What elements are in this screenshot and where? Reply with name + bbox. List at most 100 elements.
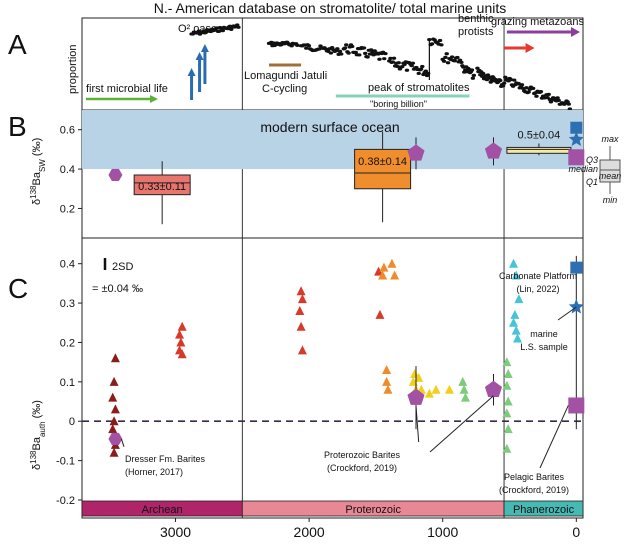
stromatolite-point — [423, 69, 429, 73]
c-ytick-label: 0.1 — [60, 377, 75, 389]
key-q1: Q1 — [586, 177, 598, 187]
stromatolite-point — [498, 78, 503, 83]
stromatolite-point — [361, 46, 367, 50]
stromatolite-point — [567, 107, 573, 111]
leader-marine — [557, 306, 577, 321]
first-life-arrowhead — [150, 95, 158, 103]
triangle-point — [390, 270, 400, 280]
triangle-point — [382, 365, 392, 375]
b-point-pentagon — [484, 142, 503, 159]
panel-label-a: A — [8, 29, 27, 60]
panel-label-c: C — [8, 273, 28, 304]
triangle-point — [110, 353, 120, 363]
stromatolite-point — [501, 81, 507, 85]
triangle-point — [431, 384, 441, 394]
triangle-point — [502, 380, 512, 390]
stromatolite-point — [520, 86, 526, 90]
stromatolite-point — [395, 64, 400, 69]
leader-proterozoic — [415, 405, 420, 443]
triangle-point — [177, 349, 187, 359]
key-median-label: median — [568, 164, 598, 174]
c-point-pentagon — [407, 388, 425, 405]
sd-value: = ±0.04 ‰ — [92, 283, 143, 295]
stromatolite-point — [484, 78, 490, 82]
stromatolite-point — [344, 43, 349, 47]
stromatolite-point — [342, 46, 348, 50]
c-ytick-label: -0.1 — [56, 456, 75, 468]
sd-label: 2SD — [112, 261, 133, 273]
panel-a-ylabel: proportion — [67, 44, 79, 94]
panel-b-ylabel: δ138BaSW (‰) — [29, 138, 47, 205]
stromatolite-point — [357, 53, 362, 57]
stromatolite-point — [441, 59, 447, 63]
eon-label-phanerozoic: Phanerozoic — [513, 504, 575, 516]
triangle-point — [502, 357, 512, 367]
box-label: 0.5±0.04 — [518, 129, 561, 141]
triangle-point — [459, 384, 469, 394]
triangle-point — [503, 368, 513, 378]
stromatolite-point — [471, 73, 477, 78]
c-ytick-label: 0.4 — [60, 259, 75, 271]
stromatolite-point — [368, 48, 374, 52]
stromatolite-point — [444, 52, 449, 56]
triangle-point — [296, 321, 306, 331]
stromatolite-point — [363, 51, 368, 55]
stromatolite-point — [391, 56, 397, 60]
stromatolite-point — [383, 51, 388, 56]
triangle-point — [511, 325, 521, 335]
stromatolite-point — [400, 65, 405, 69]
stromatolite-point — [429, 42, 435, 46]
b-point-square — [568, 149, 585, 166]
stromatolite-point — [508, 78, 514, 82]
c-ytick-label: 0.2 — [60, 337, 75, 349]
stromatolite-point — [449, 55, 455, 59]
c-point-square — [568, 397, 585, 414]
stromatolite-point — [445, 61, 451, 65]
annotation-first-microbial-life: first microbial life — [86, 83, 168, 95]
c-point-square — [570, 261, 583, 274]
triangle-point — [509, 258, 519, 268]
triangle-point — [374, 266, 384, 276]
b-point-hexagon — [108, 168, 123, 182]
triangle-point — [424, 388, 434, 398]
stromatolite-point — [511, 78, 517, 82]
annotation-grazing-metazoans: grazing metazoans — [491, 16, 584, 28]
b-ytick-label: 0.2 — [60, 203, 75, 215]
stromatolite-point — [214, 26, 220, 30]
triangle-point — [176, 337, 186, 347]
stromatolite-point — [437, 38, 443, 43]
eon-label-proterozoic: Proterozoic — [345, 504, 401, 516]
stromatolite-point — [404, 68, 410, 72]
stromatolite-point — [534, 94, 539, 98]
panel-a-title: N.- American database on stromatolite/ t… — [154, 0, 507, 16]
triangle-point — [514, 294, 524, 304]
eon-band — [503, 500, 584, 517]
triangle-point — [379, 262, 389, 272]
triangle-point — [387, 258, 397, 268]
annotation-lomagundi: Lomagundi Jatuli C-cycling — [244, 70, 327, 95]
triangle-point — [108, 392, 118, 402]
stromatolite-point — [418, 67, 424, 71]
oxygen-oasis-arrowhead — [200, 44, 209, 52]
triangle-point — [378, 270, 388, 280]
key-mean: mean — [599, 171, 622, 181]
modern-ocean-band — [82, 110, 583, 170]
stromatolite-point — [335, 47, 340, 51]
box-label: 0.33±0.11 — [138, 181, 186, 193]
label-proterozoic-barites: Proterozoic Barites (Crockford, 2019) — [324, 450, 401, 473]
stromatolite-point — [236, 25, 241, 29]
triangle-point — [410, 368, 420, 378]
stromatolite-point — [396, 61, 401, 65]
stromatolite-point — [416, 71, 421, 76]
stromatolite-point — [390, 60, 396, 64]
stromatolite-point — [349, 44, 355, 49]
stromatolite-point — [546, 92, 551, 96]
triangle-point — [375, 309, 385, 319]
stromatolite-point — [530, 86, 536, 90]
stromatolite-point — [516, 81, 521, 86]
annotation-o2-oases: O² oases — [178, 23, 223, 35]
box-rect — [354, 148, 412, 190]
label-pelagic-barites: Pelagic Barites (Crockford, 2019) — [499, 472, 569, 495]
triangle-point — [510, 309, 520, 319]
oxygen-oasis-arrowhead — [195, 52, 204, 60]
